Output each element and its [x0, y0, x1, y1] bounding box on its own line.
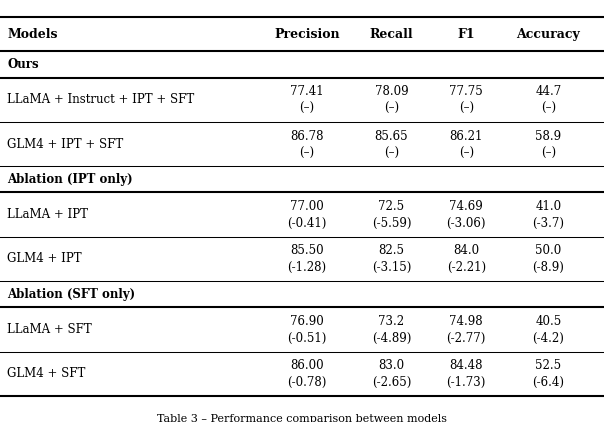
Text: (-3.06): (-3.06) — [446, 217, 486, 230]
Text: GLM4 + IPT + SFT: GLM4 + IPT + SFT — [7, 138, 123, 151]
Text: 44.7: 44.7 — [535, 85, 562, 98]
Text: (–): (–) — [299, 146, 315, 160]
Text: (-2.65): (-2.65) — [371, 376, 411, 389]
Text: (-3.15): (-3.15) — [371, 261, 411, 274]
Text: (-4.89): (-4.89) — [371, 332, 411, 345]
Text: (-1.28): (-1.28) — [288, 261, 326, 274]
Text: (-0.78): (-0.78) — [287, 376, 327, 389]
Text: 77.75: 77.75 — [449, 85, 483, 98]
Text: Ablation (SFT only): Ablation (SFT only) — [7, 288, 135, 300]
Text: LLaMA + SFT: LLaMA + SFT — [7, 323, 92, 336]
Text: (–): (–) — [299, 102, 315, 115]
Text: (-5.59): (-5.59) — [371, 217, 411, 230]
Text: (–): (–) — [541, 146, 556, 160]
Text: (-6.4): (-6.4) — [533, 376, 564, 389]
Text: 50.0: 50.0 — [535, 244, 562, 257]
Text: 76.90: 76.90 — [290, 315, 324, 328]
Text: (-1.73): (-1.73) — [446, 376, 486, 389]
Text: (-3.7): (-3.7) — [533, 217, 564, 230]
Text: 40.5: 40.5 — [535, 315, 562, 328]
Text: 83.0: 83.0 — [378, 359, 405, 372]
Text: Accuracy: Accuracy — [516, 28, 580, 41]
Text: 78.09: 78.09 — [374, 85, 408, 98]
Text: (-0.51): (-0.51) — [287, 332, 327, 345]
Text: 84.48: 84.48 — [449, 359, 483, 372]
Text: (–): (–) — [458, 146, 474, 160]
Text: Ours: Ours — [7, 58, 39, 71]
Text: 85.50: 85.50 — [290, 244, 324, 257]
Text: (–): (–) — [458, 102, 474, 115]
Text: 72.5: 72.5 — [378, 200, 405, 213]
Text: 74.69: 74.69 — [449, 200, 483, 213]
Text: (-2.21): (-2.21) — [447, 261, 486, 274]
Text: 77.41: 77.41 — [290, 85, 324, 98]
Text: (-8.9): (-8.9) — [533, 261, 564, 274]
Text: GLM4 + SFT: GLM4 + SFT — [7, 367, 86, 380]
Text: F1: F1 — [457, 28, 475, 41]
Text: Models: Models — [7, 28, 58, 41]
Text: Ablation (IPT only): Ablation (IPT only) — [7, 173, 133, 186]
Text: (-0.41): (-0.41) — [287, 217, 327, 230]
Text: 86.78: 86.78 — [290, 130, 324, 143]
Text: 84.0: 84.0 — [453, 244, 480, 257]
Text: 86.21: 86.21 — [449, 130, 483, 143]
Text: 77.00: 77.00 — [290, 200, 324, 213]
Text: (-2.77): (-2.77) — [446, 332, 486, 345]
Text: GLM4 + IPT: GLM4 + IPT — [7, 252, 82, 265]
Text: 74.98: 74.98 — [449, 315, 483, 328]
Text: (-4.2): (-4.2) — [533, 332, 564, 345]
Text: Table 3 – Performance comparison between models: Table 3 – Performance comparison between… — [157, 414, 447, 422]
Text: 82.5: 82.5 — [378, 244, 405, 257]
Text: 73.2: 73.2 — [378, 315, 405, 328]
Text: 52.5: 52.5 — [535, 359, 562, 372]
Text: (–): (–) — [384, 146, 399, 160]
Text: Recall: Recall — [370, 28, 413, 41]
Text: 58.9: 58.9 — [535, 130, 562, 143]
Text: 86.00: 86.00 — [290, 359, 324, 372]
Text: Precision: Precision — [274, 28, 339, 41]
Text: LLaMA + Instruct + IPT + SFT: LLaMA + Instruct + IPT + SFT — [7, 93, 194, 106]
Text: 41.0: 41.0 — [535, 200, 562, 213]
Text: (–): (–) — [541, 102, 556, 115]
Text: LLaMA + IPT: LLaMA + IPT — [7, 208, 88, 221]
Text: (–): (–) — [384, 102, 399, 115]
Text: 85.65: 85.65 — [374, 130, 408, 143]
